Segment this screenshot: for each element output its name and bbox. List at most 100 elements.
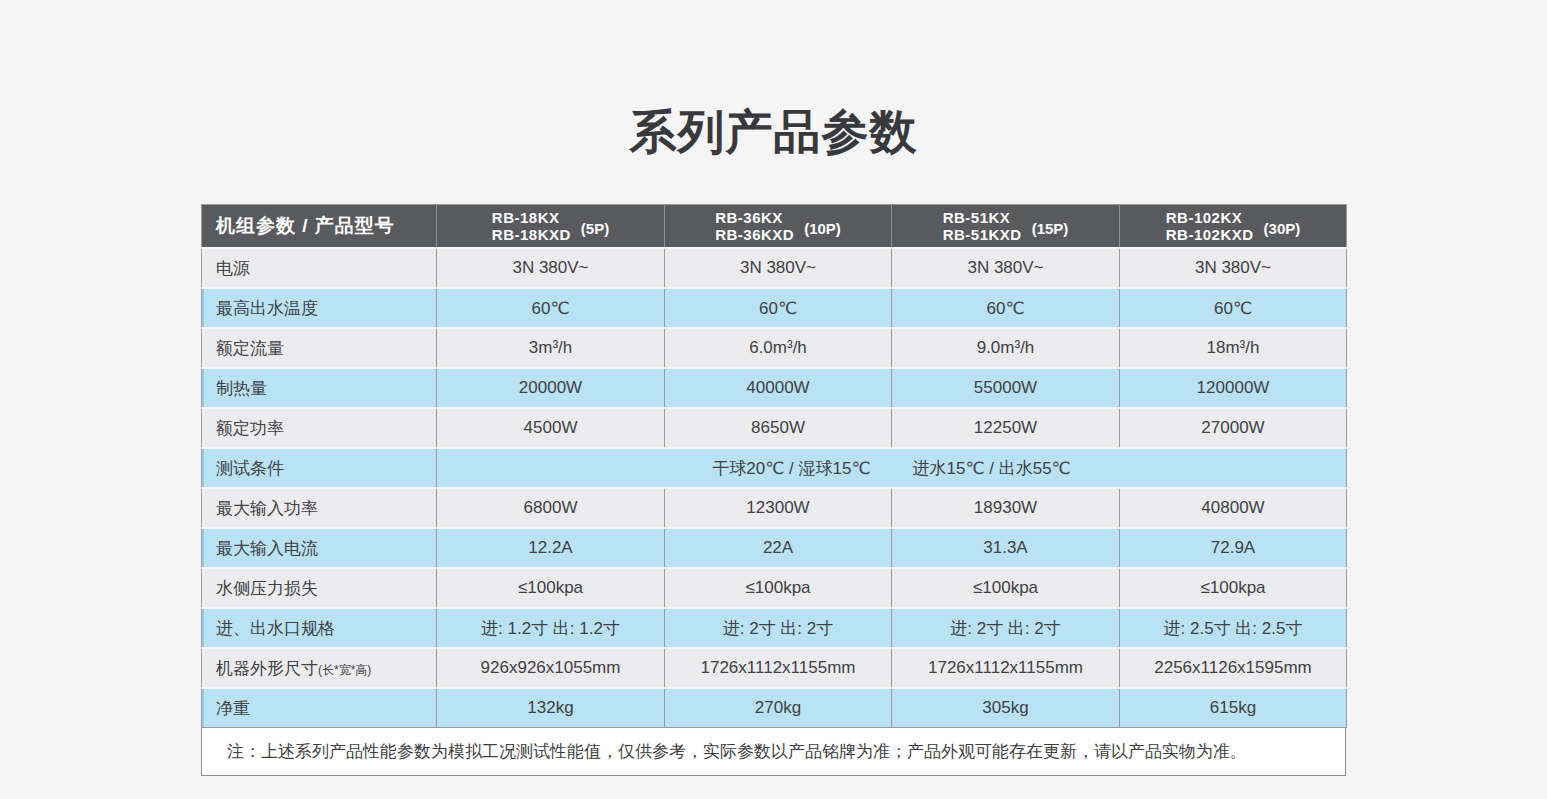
value-cell: 22A: [665, 528, 892, 568]
column-header-model-rb51: RB-51KX RB-51KXD (15P): [892, 205, 1120, 249]
column-header-model-rb18: RB-18KX RB-18KXD (5P): [437, 205, 665, 249]
footnote: 注：上述系列产品性能参数为模拟工况测试性能值，仅供参考，实际参数以产品铭牌为准；…: [201, 728, 1346, 776]
model-line-2: RB-51KXD: [943, 226, 1022, 243]
value-cell: ≤100kpa: [892, 568, 1120, 608]
table-row: 水侧压力损失≤100kpa≤100kpa≤100kpa≤100kpa: [202, 568, 1347, 608]
row-label: 进、出水口规格: [202, 608, 437, 648]
value-cell: ≤100kpa: [437, 568, 665, 608]
value-cell: 6800W: [437, 488, 665, 528]
model-names: RB-51KX RB-51KXD: [943, 209, 1022, 243]
row-label: 净重: [202, 688, 437, 728]
spec-table-grid: 机组参数 / 产品型号 RB-18KX RB-18KXD (5P): [201, 204, 1347, 728]
model-line-1: RB-18KX: [492, 209, 571, 226]
model-line-2: RB-102KXD: [1166, 226, 1254, 243]
spec-table-body: 电源3N 380V~3N 380V~3N 380V~3N 380V~最高出水温度…: [202, 248, 1347, 728]
model-name-group: RB-36KX RB-36KXD (10P): [665, 209, 891, 243]
model-line-2: RB-18KXD: [492, 226, 571, 243]
value-cell: 60℃: [892, 288, 1120, 328]
value-cell: 12300W: [665, 488, 892, 528]
model-line-1: RB-36KX: [715, 209, 794, 226]
value-cell: 55000W: [892, 368, 1120, 408]
row-label-suffix: (长*宽*高): [318, 663, 371, 677]
value-cell: 3N 380V~: [665, 248, 892, 288]
value-cell: 132kg: [437, 688, 665, 728]
row-label: 最高出水温度: [202, 288, 437, 328]
row-label: 最大输入功率: [202, 488, 437, 528]
row-label: 水侧压力损失: [202, 568, 437, 608]
value-cell: 12.2A: [437, 528, 665, 568]
value-cell: 18930W: [892, 488, 1120, 528]
table-row: 进、出水口规格进: 1.2寸 出: 1.2寸进: 2寸 出: 2寸进: 2寸 出…: [202, 608, 1347, 648]
column-header-model-rb36: RB-36KX RB-36KXD (10P): [665, 205, 892, 249]
model-line-1: RB-51KX: [943, 209, 1022, 226]
value-cell: 2256x1126x1595mm: [1120, 648, 1347, 688]
value-cell: ≤100kpa: [1120, 568, 1347, 608]
value-cell: 12250W: [892, 408, 1120, 448]
table-row: 净重132kg270kg305kg615kg: [202, 688, 1347, 728]
row-label: 电源: [202, 248, 437, 288]
model-names: RB-18KX RB-18KXD: [492, 209, 571, 243]
page: 系列产品参数 机组参数 / 产品型号 RB-18KX RB-18KXD: [0, 100, 1547, 799]
value-cell: 3N 380V~: [1120, 248, 1347, 288]
value-cell: 926x926x1055mm: [437, 648, 665, 688]
model-hp-label: (10P): [804, 220, 841, 237]
page-title: 系列产品参数: [0, 100, 1547, 164]
value-cell: 120000W: [1120, 368, 1347, 408]
value-cell: 40800W: [1120, 488, 1347, 528]
value-cell: 3N 380V~: [437, 248, 665, 288]
table-row: 最大输入电流12.2A22A31.3A72.9A: [202, 528, 1347, 568]
model-line-2: RB-36KXD: [715, 226, 794, 243]
value-cell: 31.3A: [892, 528, 1120, 568]
table-row: 制热量20000W40000W55000W120000W: [202, 368, 1347, 408]
value-cell: 40000W: [665, 368, 892, 408]
value-cell: 27000W: [1120, 408, 1347, 448]
model-hp-label: (30P): [1264, 220, 1301, 237]
value-cell: 1726x1112x1155mm: [892, 648, 1120, 688]
model-line-1: RB-102KX: [1166, 209, 1254, 226]
row-label: 最大输入电流: [202, 528, 437, 568]
value-cell: ≤100kpa: [665, 568, 892, 608]
spec-table: 机组参数 / 产品型号 RB-18KX RB-18KXD (5P): [201, 204, 1346, 776]
model-names: RB-102KX RB-102KXD: [1166, 209, 1254, 243]
model-hp-label: (5P): [581, 220, 609, 237]
value-cell: 进: 1.2寸 出: 1.2寸: [437, 608, 665, 648]
value-cell: 60℃: [1120, 288, 1347, 328]
value-cell: 72.9A: [1120, 528, 1347, 568]
column-header-model-rb102: RB-102KX RB-102KXD (30P): [1120, 205, 1347, 249]
value-cell: 3m³/h: [437, 328, 665, 368]
value-cell: 9.0m³/h: [892, 328, 1120, 368]
row-label: 制热量: [202, 368, 437, 408]
value-cell: 18m³/h: [1120, 328, 1347, 368]
model-name-group: RB-51KX RB-51KXD (15P): [892, 209, 1119, 243]
value-cell: 6.0m³/h: [665, 328, 892, 368]
value-cell: 270kg: [665, 688, 892, 728]
model-name-group: RB-102KX RB-102KXD (30P): [1120, 209, 1346, 243]
value-cell: 305kg: [892, 688, 1120, 728]
row-label: 额定流量: [202, 328, 437, 368]
value-cell: 3N 380V~: [892, 248, 1120, 288]
table-row: 电源3N 380V~3N 380V~3N 380V~3N 380V~: [202, 248, 1347, 288]
value-cell: 4500W: [437, 408, 665, 448]
table-row: 最高出水温度60℃60℃60℃60℃: [202, 288, 1347, 328]
value-cell: 进: 2寸 出: 2寸: [665, 608, 892, 648]
value-cell: 615kg: [1120, 688, 1347, 728]
model-names: RB-36KX RB-36KXD: [715, 209, 794, 243]
table-row: 额定功率4500W8650W12250W27000W: [202, 408, 1347, 448]
row-label: 机器外形尺寸(长*宽*高): [202, 648, 437, 688]
column-header-params: 机组参数 / 产品型号: [202, 205, 437, 249]
value-cell: 60℃: [437, 288, 665, 328]
model-hp-label: (15P): [1032, 220, 1069, 237]
table-row: 测试条件干球20℃ / 湿球15℃进水15℃ / 出水55℃: [202, 448, 1347, 488]
value-cell: 20000W: [437, 368, 665, 408]
table-row: 最大输入功率6800W12300W18930W40800W: [202, 488, 1347, 528]
value-cell: 进: 2寸 出: 2寸: [892, 608, 1120, 648]
model-name-group: RB-18KX RB-18KXD (5P): [437, 209, 664, 243]
merged-value: 进水15℃ / 出水55℃: [913, 459, 1071, 478]
table-row: 额定流量3m³/h6.0m³/h9.0m³/h18m³/h: [202, 328, 1347, 368]
value-cell: 进: 2.5寸 出: 2.5寸: [1120, 608, 1347, 648]
value-cell: 8650W: [665, 408, 892, 448]
value-cell: 60℃: [665, 288, 892, 328]
table-header-row: 机组参数 / 产品型号 RB-18KX RB-18KXD (5P): [202, 205, 1347, 249]
row-label: 测试条件: [202, 448, 437, 488]
merged-value-cell: 干球20℃ / 湿球15℃进水15℃ / 出水55℃: [437, 448, 1347, 488]
